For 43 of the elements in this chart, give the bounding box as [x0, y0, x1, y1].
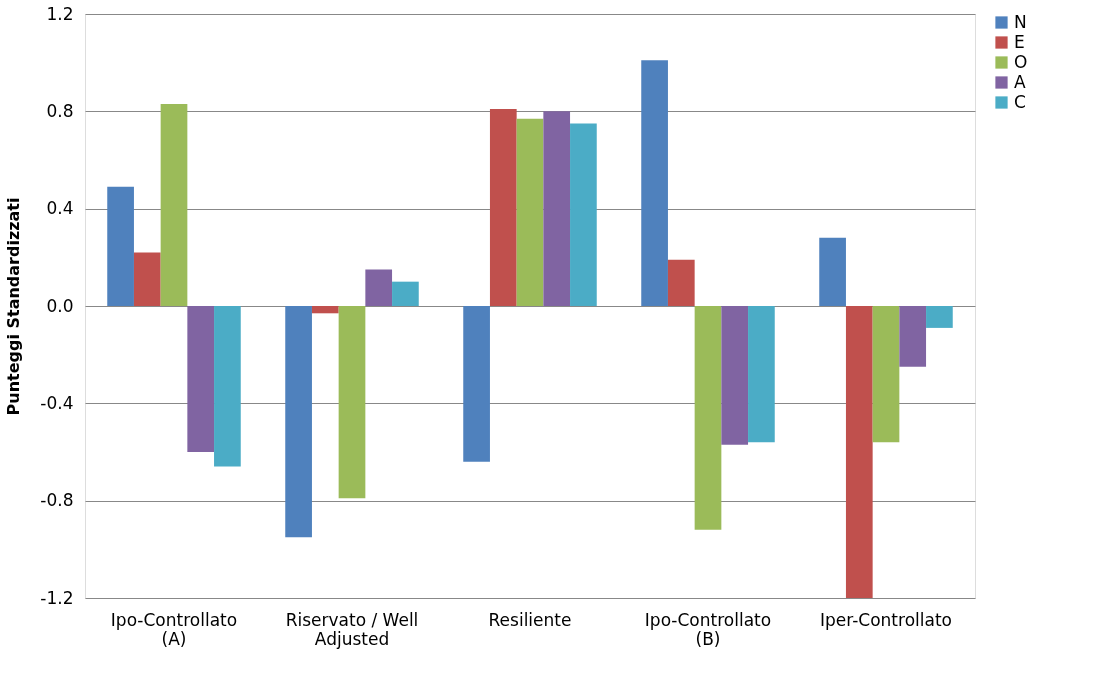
legend-label: N	[1014, 11, 1027, 32]
bar	[845, 306, 873, 598]
legend-label: A	[1014, 71, 1026, 92]
x-tick-label: Ipo-Controllato (A)	[110, 609, 238, 649]
x-tick-label: Riservato / Well Adjusted	[285, 609, 419, 649]
x-tick-label: Resiliente	[488, 609, 572, 630]
y-tick-label: 1.2	[46, 3, 74, 24]
bar	[926, 306, 953, 328]
bar	[667, 259, 695, 306]
bar	[463, 306, 490, 462]
bar	[311, 306, 339, 314]
bar	[107, 186, 134, 306]
bar	[748, 306, 775, 443]
bar	[338, 306, 366, 499]
legend-label: O	[1014, 51, 1028, 72]
y-tick-label: 0.8	[46, 100, 74, 121]
y-tick-label: 0.0	[46, 295, 74, 316]
y-tick-label: -0.8	[40, 490, 74, 511]
bar	[694, 306, 722, 530]
legend-label: C	[1014, 91, 1026, 112]
bar	[392, 281, 419, 306]
legend-label: E	[1014, 31, 1025, 52]
bar	[899, 306, 927, 367]
bar	[285, 306, 312, 538]
bar	[570, 123, 597, 306]
bar	[489, 108, 517, 306]
bar	[214, 306, 241, 467]
bar	[721, 306, 749, 445]
bar	[187, 306, 215, 452]
y-axis-title: Punteggi Standardizzati	[4, 197, 24, 416]
y-tick-label: -0.4	[40, 392, 74, 413]
x-tick-label: Ipo-Controllato (B)	[644, 609, 772, 649]
x-tick-label: Iper-Controllato	[820, 609, 952, 630]
bar	[133, 252, 161, 306]
bar	[365, 269, 393, 306]
bar	[872, 306, 900, 443]
bar	[543, 111, 571, 306]
bar	[819, 237, 846, 306]
bar	[516, 118, 544, 306]
y-tick-label: 0.4	[46, 198, 74, 219]
y-tick-label: -1.2	[40, 587, 74, 608]
bar	[160, 104, 188, 306]
bar	[641, 60, 668, 306]
